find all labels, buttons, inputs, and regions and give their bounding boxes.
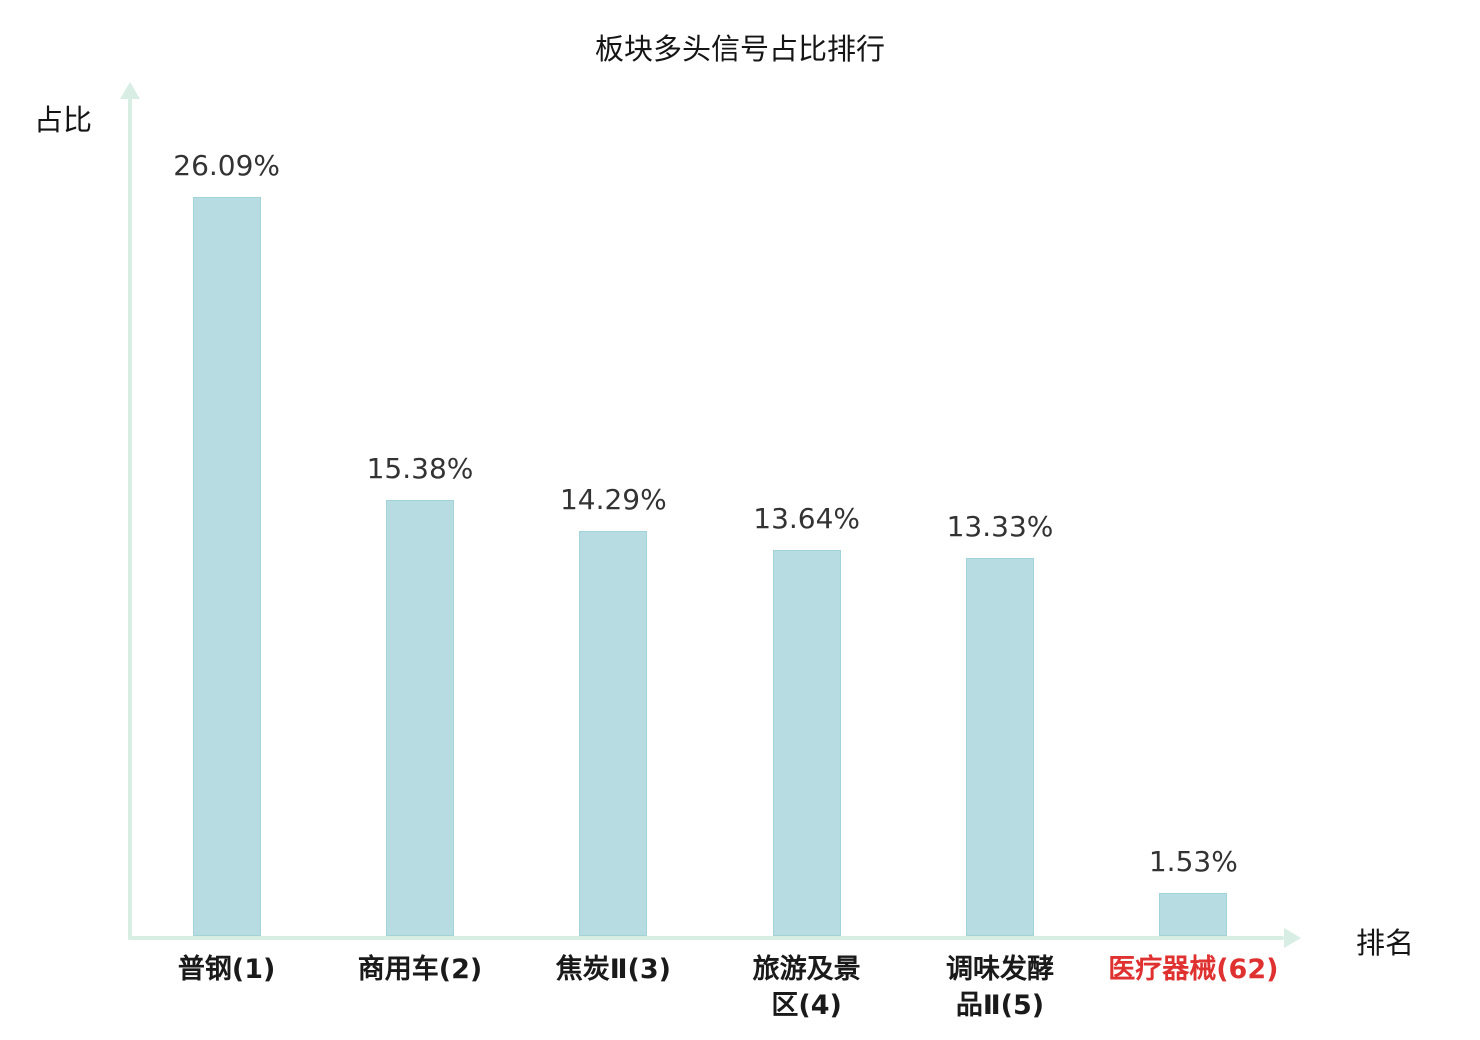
bar-1: [192, 196, 261, 936]
category-label-2: 商用车(2): [357, 954, 483, 985]
y-axis-line: [128, 98, 132, 940]
category-label-1: 普钢(1): [177, 954, 276, 985]
x-axis-arrow-icon: [1284, 928, 1301, 948]
chart-title: 板块多头信号占比排行: [594, 32, 885, 66]
value-label-2: 15.38%: [366, 452, 474, 486]
x-axis-title: 排名: [1356, 926, 1415, 960]
y-axis-title: 占比: [34, 103, 93, 137]
category-label-5: 调味发酵 品Ⅱ(5): [946, 954, 1054, 1022]
bar-2: [386, 500, 454, 936]
value-label-3: 14.29%: [559, 483, 667, 517]
value-label-5: 13.33%: [946, 510, 1054, 544]
bar-3: [579, 531, 648, 936]
category-label-6: 医疗器械(62): [1108, 954, 1279, 985]
y-axis-arrow-icon: [120, 82, 140, 99]
bar-4: [772, 549, 841, 936]
value-label-1: 26.09%: [173, 148, 281, 182]
value-label-6: 1.53%: [1148, 844, 1238, 878]
bar-5: [966, 558, 1034, 936]
bar-6: [1159, 892, 1228, 936]
x-axis-line: [128, 936, 1284, 940]
category-label-4: 旅游及景 区(4): [752, 954, 861, 1022]
value-label-4: 13.64%: [753, 501, 861, 535]
category-label-3: 焦炭Ⅱ(3): [555, 954, 671, 985]
